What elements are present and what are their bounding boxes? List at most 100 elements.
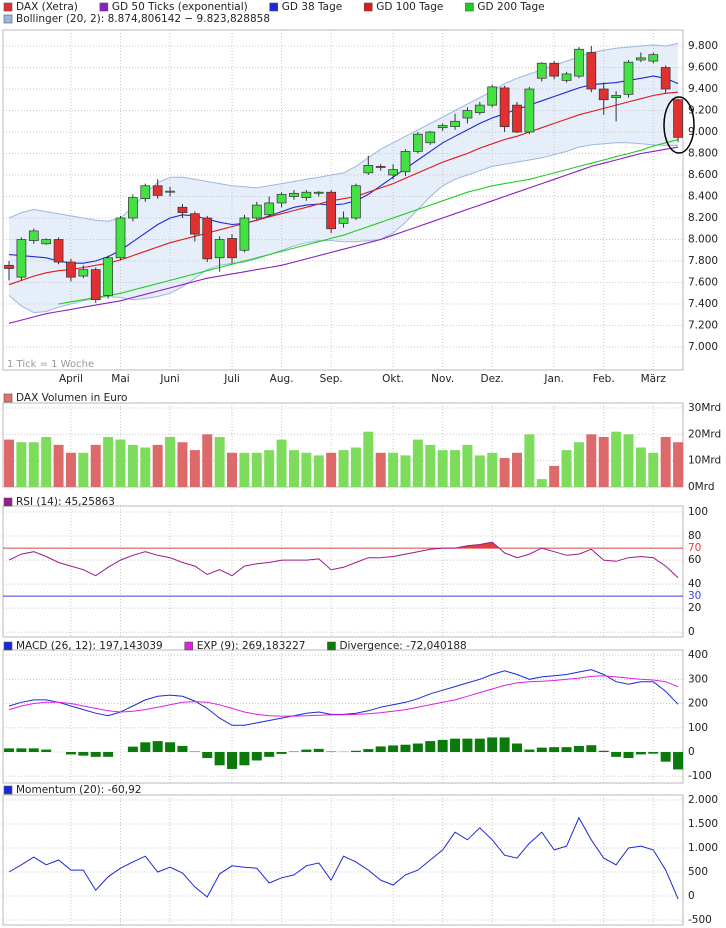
legend-swatch — [184, 641, 194, 651]
volume-bar — [412, 439, 423, 487]
x-tick-label: Juli — [223, 373, 240, 385]
y-tick-label: 8.000 — [688, 234, 718, 246]
legend-label: GD 200 Tage — [477, 1, 544, 13]
candle-body — [611, 95, 621, 98]
plot-frame — [2, 794, 684, 926]
candle-body — [16, 239, 27, 278]
momentum-line — [8, 816, 679, 900]
divergence-bar — [400, 744, 411, 752]
volume-bar — [524, 434, 535, 487]
divergence-bar — [227, 751, 238, 769]
y-tick-label: 7.000 — [688, 341, 718, 353]
divergence-bar — [499, 737, 510, 752]
candle-body — [648, 54, 659, 62]
divergence-bar — [127, 746, 138, 752]
divergence-bar — [301, 749, 312, 752]
candle-body — [388, 169, 398, 176]
y-tick-label: 300 — [688, 673, 708, 685]
candle-body — [227, 238, 237, 259]
y-tick-label: 80 — [688, 530, 701, 542]
volume-bar — [450, 450, 461, 487]
volume-bar — [301, 452, 312, 487]
x-tick-label: Jan. — [543, 373, 564, 385]
candle-body — [264, 202, 275, 216]
candle-body — [623, 61, 634, 95]
volume-bar — [363, 431, 374, 487]
legend-label: RSI (14): 45,25863 — [16, 496, 115, 508]
volume-bar — [53, 444, 64, 487]
volume-bar — [313, 455, 324, 487]
candle-body — [152, 185, 163, 196]
volume-bar — [16, 442, 27, 487]
volume-bar — [598, 436, 609, 487]
y-tick-label: 9.800 — [688, 40, 718, 52]
candle-body — [202, 217, 213, 260]
y-tick-label: 2.000 — [688, 794, 718, 806]
volume-bar — [103, 436, 114, 487]
legend-swatch — [269, 2, 279, 12]
candle-body — [561, 73, 572, 81]
divergence-bar — [165, 742, 176, 752]
volume-bar — [635, 447, 646, 487]
y-tick-label: 0 — [688, 626, 695, 638]
y-tick-label: 7.800 — [688, 255, 718, 267]
volume-bar — [338, 450, 349, 487]
divergence-bar — [239, 751, 250, 766]
divergence-bar — [586, 745, 597, 752]
bollinger-lower — [8, 142, 679, 314]
y-tick-label: 7.200 — [688, 319, 718, 331]
x-tick-label: Okt. — [382, 373, 404, 385]
y-tick-label: 8.600 — [688, 169, 718, 181]
volume-bar — [115, 439, 126, 487]
y-tick-label: 9.600 — [688, 62, 718, 74]
candle-body — [524, 88, 535, 133]
moving-average — [8, 146, 679, 324]
volume-bar — [549, 465, 560, 487]
divergence-bar — [276, 751, 287, 754]
x-tick-label: Nov. — [431, 373, 454, 385]
volume-bar — [239, 452, 250, 487]
candle-body — [251, 204, 262, 219]
y-tick-label: 7.400 — [688, 298, 718, 310]
volume-bar — [586, 434, 597, 487]
divergence-bar — [375, 746, 386, 752]
y-tick-label: 9.400 — [688, 83, 718, 95]
candle-body — [598, 88, 609, 101]
y-tick-label: 8.200 — [688, 212, 718, 224]
volume-bar — [648, 452, 659, 487]
y-tick-label: -100 — [688, 770, 712, 782]
candle-body — [586, 52, 597, 90]
divergence-bar — [65, 751, 76, 755]
candle-body — [103, 257, 113, 296]
plot-frame — [2, 505, 684, 638]
candle-body — [549, 62, 560, 77]
level-label: 70 — [688, 542, 701, 554]
y-tick-label: 1.500 — [688, 818, 718, 830]
candle-body — [4, 264, 14, 269]
candle-body — [351, 185, 361, 219]
y-tick-label: 8.800 — [688, 148, 718, 160]
divergence-bar — [437, 739, 448, 752]
divergence-bar — [635, 751, 646, 755]
legend-swatch — [99, 2, 109, 12]
legend-label: Divergence: -72,040188 — [339, 640, 466, 652]
divergence-bar — [648, 751, 659, 754]
y-tick-label: 10Mrd — [688, 455, 721, 467]
volume-bar — [673, 442, 684, 487]
volume-bar — [165, 436, 176, 487]
divergence-bar — [573, 745, 584, 752]
volume-bar — [140, 447, 151, 487]
divergence-bar — [90, 751, 101, 757]
divergence-bar — [425, 741, 436, 752]
volume-bar — [400, 455, 411, 487]
candle-body — [474, 104, 485, 114]
y-tick-label: 1.000 — [688, 842, 718, 854]
macd-line — [8, 675, 679, 717]
volume-bar — [611, 431, 622, 487]
candle-body — [512, 104, 522, 133]
y-tick-label: 100 — [688, 722, 708, 734]
x-tick-label: Mai — [111, 373, 129, 385]
legend-swatch — [363, 2, 373, 12]
